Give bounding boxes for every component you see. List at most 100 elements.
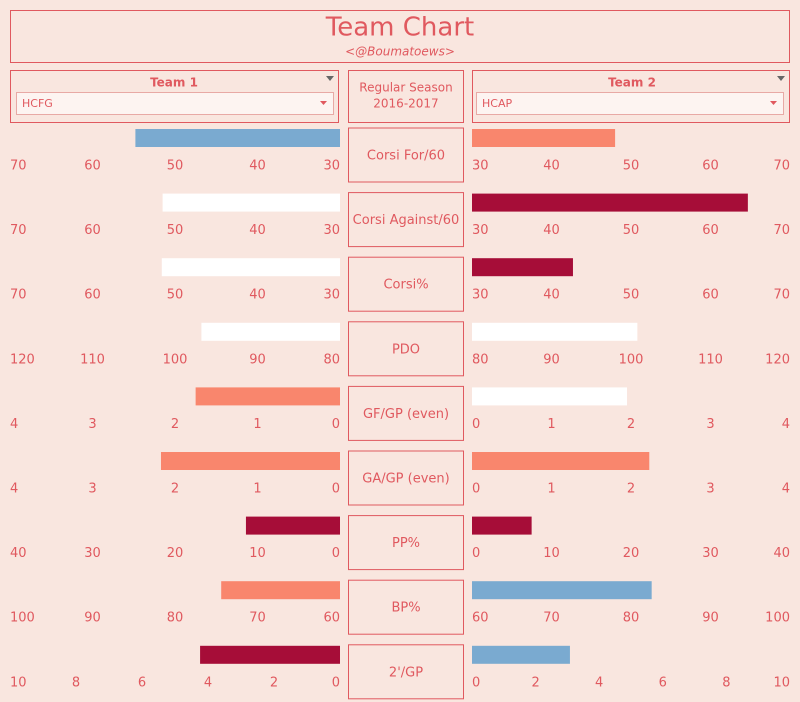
menu-arrow[interactable]: [777, 76, 785, 81]
x-tick-label: 0: [332, 417, 340, 432]
x-tick-label: 4: [204, 675, 212, 690]
x-tick-label: 60: [472, 611, 489, 626]
metric-label: PP%: [392, 536, 420, 551]
bar: [200, 645, 340, 664]
x-tick-label: 6: [659, 675, 667, 690]
menu-arrow[interactable]: [326, 76, 334, 81]
x-tick-label: 4: [595, 675, 603, 690]
x-tick-label: 40: [543, 159, 560, 174]
x-tick-label: 1: [547, 482, 555, 497]
team2-label: Team 2: [608, 76, 656, 90]
team1-label: Team 1: [150, 76, 198, 90]
x-tick-label: 40: [249, 288, 266, 303]
x-tick-label: 1: [253, 482, 261, 497]
select-arrow: [320, 101, 327, 105]
x-tick-label: 8: [72, 675, 80, 690]
team2-select[interactable]: [476, 92, 784, 115]
bar: [162, 193, 340, 212]
x-tick-label: 50: [623, 288, 640, 303]
bar: [245, 516, 340, 535]
subtitle: <@Boumatoews>: [345, 45, 455, 59]
x-tick-label: 1: [547, 417, 555, 432]
x-tick-label: 2: [270, 675, 278, 690]
x-tick-label: 0: [332, 546, 340, 561]
bar: [160, 452, 340, 470]
x-tick-label: 120: [765, 352, 790, 367]
x-tick-label: 50: [167, 223, 184, 238]
bar: [472, 516, 532, 535]
season-line: 2016-2017: [373, 97, 438, 111]
bar: [201, 322, 340, 341]
x-tick-label: 6: [138, 675, 146, 690]
x-tick-label: 4: [782, 482, 790, 497]
x-tick-label: 3: [706, 482, 714, 497]
x-tick-label: 80: [323, 352, 340, 367]
metric-label: PDO: [392, 342, 420, 357]
x-tick-label: 40: [249, 159, 266, 174]
x-tick-label: 100: [619, 352, 644, 367]
metric-label: BP%: [391, 601, 420, 616]
x-tick-label: 2: [531, 675, 539, 690]
x-tick-label: 4: [782, 417, 790, 432]
x-tick-label: 90: [702, 611, 719, 626]
bar: [472, 581, 652, 600]
x-tick-label: 10: [249, 546, 266, 561]
x-tick-label: 40: [10, 546, 27, 561]
x-tick-label: 50: [167, 159, 184, 174]
bar: [472, 387, 628, 406]
bar: [472, 129, 616, 147]
team2-selected: HCAP: [482, 97, 512, 110]
x-tick-label: 100: [10, 611, 35, 626]
x-tick-label: 2: [627, 482, 635, 497]
x-tick-label: 70: [773, 159, 790, 174]
x-tick-label: 100: [163, 352, 188, 367]
team1-select[interactable]: [16, 92, 334, 115]
x-tick-label: 70: [773, 223, 790, 238]
metric-box: [348, 515, 464, 571]
bar: [472, 322, 638, 341]
x-tick-label: 30: [472, 288, 489, 303]
metric-label: Corsi For/60: [367, 149, 445, 164]
x-tick-label: 60: [84, 288, 101, 303]
x-tick-label: 0: [332, 675, 340, 690]
x-tick-label: 40: [773, 546, 790, 561]
title: Team Chart: [325, 13, 474, 43]
x-tick-label: 20: [623, 546, 640, 561]
x-tick-label: 100: [765, 611, 790, 626]
metric-box: [348, 256, 464, 312]
x-tick-label: 4: [10, 417, 18, 432]
x-tick-label: 80: [167, 611, 184, 626]
metric-box: [348, 385, 464, 441]
x-tick-label: 60: [84, 159, 101, 174]
x-tick-label: 110: [80, 352, 105, 367]
x-tick-label: 60: [702, 223, 719, 238]
bar: [221, 581, 340, 600]
metric-box: [348, 644, 464, 700]
metric-box: [348, 579, 464, 635]
team1-panel: [10, 70, 339, 123]
bar: [472, 193, 748, 212]
metric-label: Corsi%: [383, 278, 428, 293]
x-tick-label: 0: [472, 482, 480, 497]
x-tick-label: 1: [253, 417, 261, 432]
x-tick-label: 50: [623, 223, 640, 238]
x-tick-label: 0: [332, 482, 340, 497]
team2-panel: [472, 70, 790, 123]
x-tick-label: 30: [323, 159, 340, 174]
x-tick-label: 70: [543, 611, 560, 626]
x-tick-label: 0: [472, 546, 480, 561]
metric-label: Corsi Against/60: [353, 213, 460, 228]
x-tick-label: 90: [84, 611, 101, 626]
season-box: [348, 70, 464, 123]
team1-selected: HCFG: [22, 97, 53, 110]
x-tick-label: 50: [623, 159, 640, 174]
x-tick-label: 20: [167, 546, 184, 561]
x-tick-label: 70: [249, 611, 266, 626]
title-box: [10, 10, 790, 63]
x-tick-label: 70: [773, 288, 790, 303]
x-tick-label: 2: [627, 417, 635, 432]
bar: [161, 258, 340, 277]
bar: [195, 387, 340, 406]
